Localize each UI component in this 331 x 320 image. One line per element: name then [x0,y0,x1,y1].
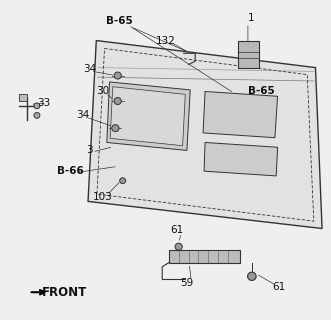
Circle shape [175,243,182,250]
Text: 3: 3 [86,146,93,156]
Text: 61: 61 [273,283,286,292]
Polygon shape [110,87,185,146]
Text: 30: 30 [96,86,110,97]
Polygon shape [204,142,278,176]
Text: 34: 34 [76,110,90,120]
Text: 1: 1 [248,13,255,23]
Bar [19,94,27,101]
Circle shape [248,272,256,280]
Circle shape [34,103,40,109]
Text: 34: 34 [83,64,96,74]
Text: B-66: B-66 [57,166,83,176]
Bar [238,41,260,68]
Circle shape [114,98,121,105]
Circle shape [114,72,121,79]
Text: 61: 61 [170,225,184,235]
Polygon shape [88,41,322,228]
Text: 132: 132 [156,36,175,45]
Text: 103: 103 [93,192,113,202]
Polygon shape [203,92,278,138]
Text: B-65: B-65 [106,16,133,27]
Circle shape [112,124,119,132]
Text: FRONT: FRONT [42,286,88,299]
Text: 59: 59 [180,278,194,288]
Circle shape [34,113,40,118]
Circle shape [120,178,126,184]
Polygon shape [107,82,190,150]
Text: B-65: B-65 [248,86,274,97]
Bar [169,251,240,263]
Text: 33: 33 [37,98,50,108]
